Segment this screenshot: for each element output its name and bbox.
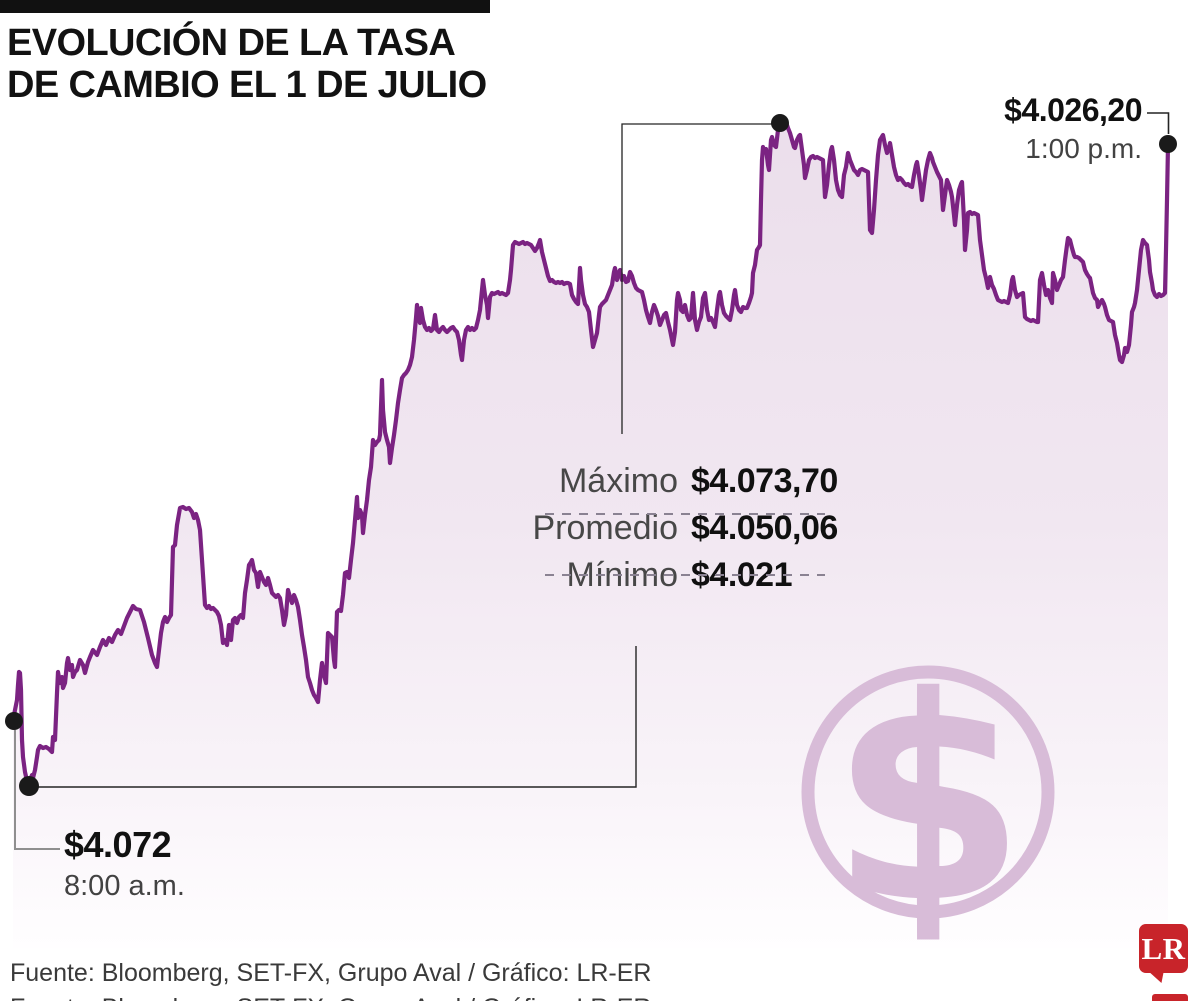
page-title-line1: EVOLUCIÓN DE LA TASA (7, 22, 456, 64)
stat-label-maximo: Máximo (558, 462, 678, 500)
maximum-annotation-connector (621, 123, 778, 434)
watermark-circle (801, 665, 1055, 919)
page-title: EVOLUCIÓN DE LA TASA DE CAMBIO EL 1 DE J… (7, 22, 487, 106)
maximum-point-marker (771, 114, 789, 132)
stat-label-promedio: Promedio (532, 509, 678, 547)
watermark-dollar-glyph: $ (830, 636, 1026, 965)
stats-dashed-divider-bottom (545, 574, 825, 576)
chart-area-fill (13, 120, 1168, 948)
dollar-watermark-icon: $ (801, 636, 1055, 965)
open-time: 8:00 a.m. (64, 870, 185, 902)
exchange-rate-line (10, 117, 1171, 790)
source-credit-clipped-duplicate: Fuente: Bloomberg, SET-FX, Grupo Aval / … (10, 994, 651, 1001)
lr-logo-clipped-duplicate (1152, 994, 1188, 1001)
minimum-point-marker (19, 776, 39, 796)
stat-row-maximo: Máximo $4.073,70 (320, 462, 880, 509)
stat-value-promedio: $4.050,06 (691, 509, 838, 547)
stats-block: Máximo $4.073,70 Promedio $4.050,06 Míni… (320, 462, 880, 603)
lr-logo: LR (1139, 924, 1188, 973)
lr-logo-text: LR (1141, 930, 1186, 966)
stat-value-maximo: $4.073,70 (691, 462, 838, 500)
close-annotation: $4.026,20 1:00 p.m. (1004, 92, 1142, 165)
open-annotation: $4.072 8:00 a.m. (64, 824, 185, 903)
stats-dashed-divider-top (545, 513, 825, 515)
open-annotation-connector (14, 730, 60, 850)
open-point-marker (5, 712, 23, 730)
page-title-line2: DE CAMBIO EL 1 DE JULIO (7, 64, 487, 106)
stat-row-promedio: Promedio $4.050,06 (320, 509, 880, 556)
close-time: 1:00 p.m. (1025, 133, 1142, 164)
close-point-marker (1159, 135, 1177, 153)
open-value: $4.072 (64, 824, 172, 865)
close-value: $4.026,20 (1004, 92, 1142, 128)
minimum-annotation-connector (31, 646, 637, 788)
title-accent-bar (0, 0, 490, 13)
stat-row-minimo: Mínimo $4.021 (320, 556, 880, 603)
source-credit: Fuente: Bloomberg, SET-FX, Grupo Aval / … (10, 959, 652, 987)
close-annotation-connector (1147, 112, 1170, 134)
